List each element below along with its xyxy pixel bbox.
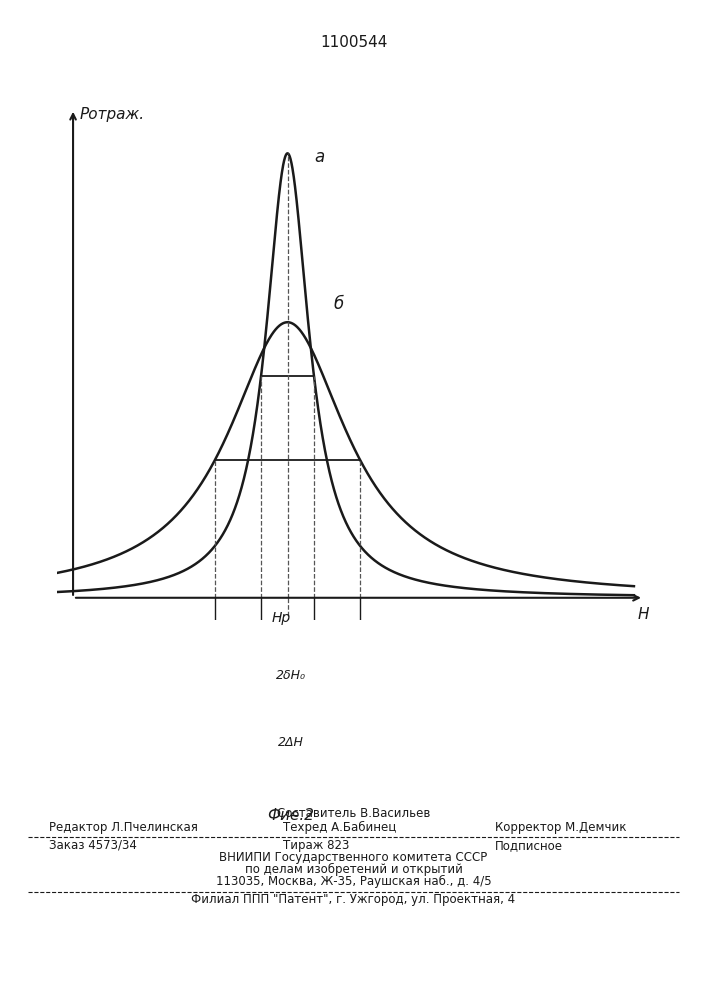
- Text: Техред А.Бабинец: Техред А.Бабинец: [283, 821, 396, 834]
- Text: Тираж 823: Тираж 823: [283, 839, 349, 852]
- Text: а: а: [314, 148, 324, 166]
- Text: Фие.2: Фие.2: [267, 808, 315, 823]
- Text: 113035, Москва, Ж-35, Раушская наб., д. 4/5: 113035, Москва, Ж-35, Раушская наб., д. …: [216, 875, 491, 888]
- Text: Редактор Л.Пчелинская: Редактор Л.Пчелинская: [49, 821, 199, 834]
- Text: H: H: [637, 607, 649, 622]
- Text: Pотраж.: Pотраж.: [80, 107, 145, 122]
- Text: Корректор М.Демчик: Корректор М.Демчик: [495, 821, 626, 834]
- Text: 2ΔH: 2ΔH: [278, 736, 304, 749]
- Text: ВНИИПИ Государственного комитета СССР: ВНИИПИ Государственного комитета СССР: [219, 851, 488, 864]
- Text: Подписное: Подписное: [495, 839, 563, 852]
- Text: Филиал ППП "Патент", г. Ужгород, ул. Проектная, 4: Филиал ППП "Патент", г. Ужгород, ул. Про…: [192, 893, 515, 906]
- Text: Hр: Hр: [271, 611, 291, 625]
- Text: по делам изобретений и открытий: по делам изобретений и открытий: [245, 863, 462, 876]
- Text: Составитель В.Васильев: Составитель В.Васильев: [277, 807, 430, 820]
- Text: Заказ 4573/34: Заказ 4573/34: [49, 839, 137, 852]
- Text: 2δH₀: 2δH₀: [276, 669, 306, 682]
- Text: б: б: [334, 295, 344, 313]
- Text: 1100544: 1100544: [320, 35, 387, 50]
